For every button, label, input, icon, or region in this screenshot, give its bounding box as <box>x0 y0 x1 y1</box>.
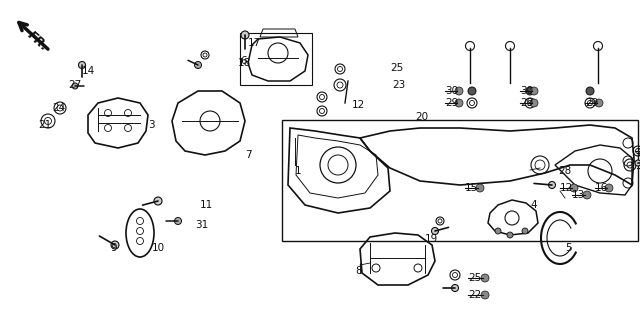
Circle shape <box>481 274 489 282</box>
Text: 8: 8 <box>355 266 362 276</box>
Text: 6: 6 <box>240 56 246 66</box>
Text: 28: 28 <box>558 166 572 176</box>
Circle shape <box>595 99 603 107</box>
Text: 27: 27 <box>68 80 81 90</box>
Circle shape <box>481 291 489 299</box>
Circle shape <box>570 184 578 192</box>
Text: FR.: FR. <box>25 28 51 54</box>
Text: 25: 25 <box>468 273 481 283</box>
Circle shape <box>530 99 538 107</box>
Text: 18: 18 <box>238 58 252 68</box>
Circle shape <box>635 160 640 166</box>
Text: 29: 29 <box>520 98 533 108</box>
Text: 12: 12 <box>352 100 365 110</box>
Circle shape <box>530 87 538 95</box>
Circle shape <box>605 184 613 192</box>
Text: 9: 9 <box>110 243 116 253</box>
Text: 13: 13 <box>572 190 585 200</box>
Text: 30: 30 <box>520 86 533 96</box>
Circle shape <box>583 191 591 199</box>
Text: 30: 30 <box>445 86 458 96</box>
Circle shape <box>195 61 202 69</box>
Text: 19: 19 <box>425 234 438 244</box>
Circle shape <box>468 87 476 95</box>
Text: 7: 7 <box>245 150 252 160</box>
Text: 25: 25 <box>390 63 403 73</box>
Text: 22: 22 <box>468 290 481 300</box>
Circle shape <box>476 184 484 192</box>
Text: 2: 2 <box>637 148 640 158</box>
Bar <box>240 33 312 85</box>
Circle shape <box>495 228 501 234</box>
Circle shape <box>522 228 528 234</box>
Text: 20: 20 <box>415 112 428 122</box>
Text: 24: 24 <box>52 103 65 113</box>
Circle shape <box>548 182 556 188</box>
Text: 31: 31 <box>195 220 208 230</box>
Circle shape <box>72 83 78 89</box>
Circle shape <box>455 87 463 95</box>
Text: 12: 12 <box>560 183 573 193</box>
Text: 29: 29 <box>445 98 458 108</box>
Circle shape <box>451 285 458 291</box>
Text: 1: 1 <box>295 166 301 176</box>
Text: 10: 10 <box>152 243 165 253</box>
Text: 16: 16 <box>595 183 608 193</box>
Text: 21: 21 <box>38 120 51 130</box>
Text: 15: 15 <box>465 183 478 193</box>
Circle shape <box>586 87 594 95</box>
Circle shape <box>175 218 182 224</box>
Text: 29: 29 <box>585 98 598 108</box>
Text: 23: 23 <box>392 80 405 90</box>
Circle shape <box>455 99 463 107</box>
Circle shape <box>431 228 438 234</box>
Text: 17: 17 <box>248 38 261 48</box>
Text: 5: 5 <box>565 243 572 253</box>
Text: 3: 3 <box>148 120 155 130</box>
Text: 14: 14 <box>82 66 95 76</box>
Circle shape <box>111 241 119 249</box>
Text: 4: 4 <box>530 200 536 210</box>
Circle shape <box>507 232 513 238</box>
Text: 11: 11 <box>200 200 213 210</box>
Circle shape <box>526 87 534 95</box>
Circle shape <box>79 61 86 69</box>
Circle shape <box>241 31 249 39</box>
Circle shape <box>154 197 162 205</box>
